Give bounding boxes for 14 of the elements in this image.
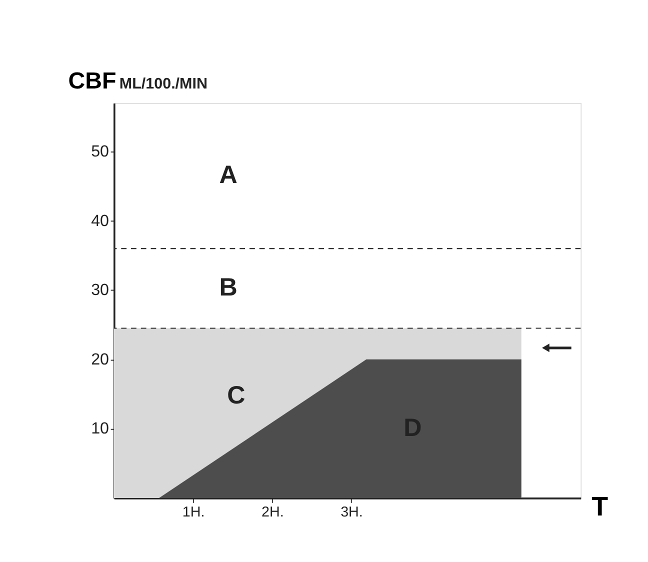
- y-tick-label: 40: [91, 212, 110, 230]
- x-tick-label: 3H.: [340, 504, 363, 520]
- series-label: C: [227, 381, 246, 410]
- x-tick-label: 2H.: [261, 504, 284, 520]
- annotation: A: [219, 161, 238, 190]
- y-axis-title: CBF: [68, 67, 116, 94]
- chart-subtitle: ML/100./MIN: [119, 76, 208, 93]
- annotation: B: [219, 274, 238, 302]
- y-tick-label: 50: [91, 142, 110, 161]
- y-tick-label: 20: [91, 350, 110, 368]
- x-axis-title: T: [592, 491, 609, 522]
- y-tick-label: 30: [91, 281, 110, 300]
- y-tick-label: 10: [91, 420, 110, 438]
- x-tick-label: 1H.: [182, 504, 205, 520]
